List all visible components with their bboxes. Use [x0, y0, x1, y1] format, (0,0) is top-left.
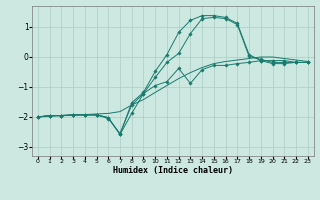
X-axis label: Humidex (Indice chaleur): Humidex (Indice chaleur): [113, 166, 233, 175]
